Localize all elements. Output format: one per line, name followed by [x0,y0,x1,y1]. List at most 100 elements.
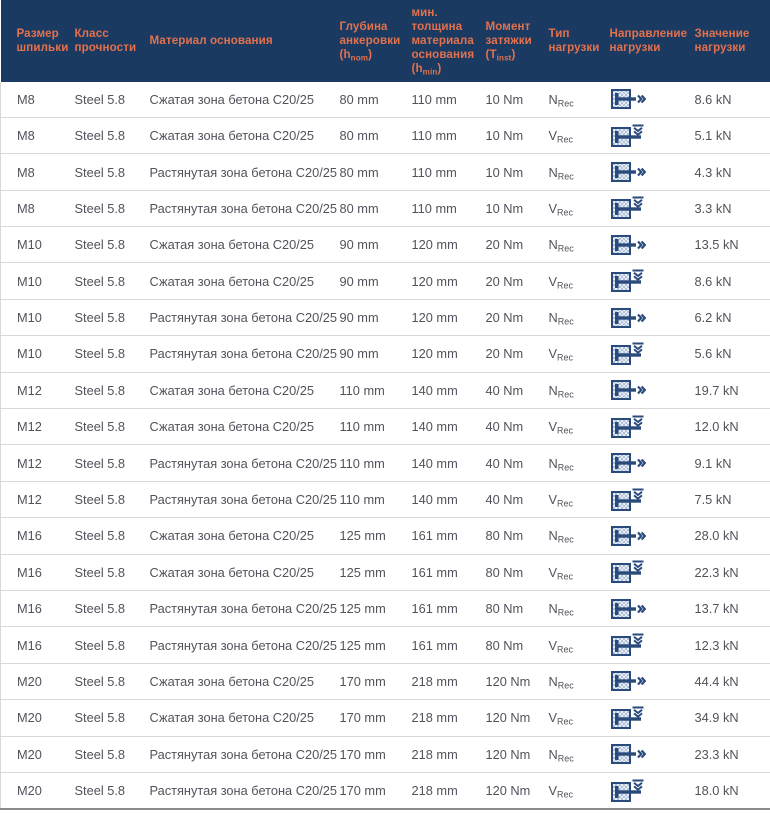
cell-strength-class: Steel 5.8 [58,299,134,337]
cell-torque: 120 Nm [469,699,533,737]
cell-load-type: NRec [532,153,594,191]
cell-min-thickness: 140 mm [395,408,470,446]
cell-min-thickness: 140 mm [395,444,470,482]
shear-load-icon [610,269,646,293]
cell-strength-class: Steel 5.8 [58,772,134,811]
cell-load-value: 22.3 kN [678,554,770,592]
cell-load-direction [593,481,679,519]
cell-anchor-depth: 80 mm [323,190,396,228]
cell-load-direction [593,699,679,737]
cell-strength-class: Steel 5.8 [58,590,134,628]
column-header-load-value: Значение нагрузки [678,0,770,82]
header-row: Размер шпильки Класс прочности Материал ос… [0,0,770,82]
cell-load-type: VRec [532,262,594,300]
table-row: M8 Steel 5.8 Растянутая зона бетона C20/25… [0,190,770,228]
cell-torque: 120 Nm [469,772,533,811]
cell-strength-class: Steel 5.8 [58,517,134,555]
tension-load-icon [610,378,646,402]
cell-size: M12 [0,444,59,482]
cell-torque: 20 Nm [469,335,533,373]
cell-load-type: NRec [532,444,594,482]
cell-min-thickness: 110 mm [395,190,470,228]
shear-load-icon [610,706,646,730]
cell-torque: 40 Nm [469,444,533,482]
cell-torque: 120 Nm [469,736,533,773]
cell-anchor-depth: 90 mm [323,335,396,373]
cell-size: M16 [0,554,59,592]
cell-strength-class: Steel 5.8 [58,81,134,118]
shear-load-icon [610,342,646,366]
cell-load-direction [593,590,679,628]
cell-load-value: 9.1 kN [678,444,770,482]
table-row: M16 Steel 5.8 Сжатая зона бетона C20/25 125… [0,517,770,555]
cell-base-material: Растянутая зона бетона C20/25 [133,335,337,373]
table-row: M12 Steel 5.8 Сжатая зона бетона C20/25 110… [0,408,770,446]
cell-load-value: 34.9 kN [678,699,770,737]
cell-size: M12 [0,408,59,446]
cell-min-thickness: 120 mm [395,299,470,337]
table-row: M12 Steel 5.8 Растянутая зона бетона C20/2… [0,481,770,519]
cell-load-direction [593,736,679,773]
table-row: M20 Steel 5.8 Растянутая зона бетона C20/2… [0,736,770,773]
cell-load-value: 5.6 kN [678,335,770,373]
cell-load-value: 3.3 kN [678,190,770,228]
cell-min-thickness: 110 mm [395,81,470,118]
cell-min-thickness: 218 mm [395,663,470,701]
cell-torque: 40 Nm [469,372,533,410]
cell-size: M8 [0,117,59,155]
cell-base-material: Сжатая зона бетона C20/25 [133,262,324,300]
cell-load-type: VRec [532,626,594,664]
cell-load-value: 5.1 kN [678,117,770,155]
column-header-load-type: Тип нагрузки [532,0,599,82]
table-header: Размер шпильки Класс прочности Материал ос… [0,0,770,82]
cell-size: M10 [0,335,59,373]
cell-torque: 10 Nm [469,153,533,191]
cell-strength-class: Steel 5.8 [58,663,134,701]
cell-load-direction [593,226,679,264]
tension-load-icon [610,669,646,693]
table-row: M10 Steel 5.8 Сжатая зона бетона C20/25 90 … [0,262,770,300]
tension-load-icon [610,87,646,111]
column-header-load-direction: Направление нагрузки [593,0,687,82]
cell-min-thickness: 140 mm [395,372,470,410]
cell-anchor-depth: 170 mm [323,772,396,811]
cell-anchor-depth: 170 mm [323,663,396,701]
cell-load-value: 8.6 kN [678,262,770,300]
tension-load-icon [610,742,646,766]
cell-strength-class: Steel 5.8 [58,262,134,300]
cell-anchor-depth: 125 mm [323,590,396,628]
cell-load-type: VRec [532,335,594,373]
cell-min-thickness: 218 mm [395,699,470,737]
column-header-torque: Момент затяжки (Tinst) [469,0,533,82]
table-row: M16 Steel 5.8 Сжатая зона бетона C20/25 125… [0,554,770,592]
cell-base-material: Сжатая зона бетона C20/25 [133,372,324,410]
cell-torque: 80 Nm [469,517,533,555]
cell-load-value: 18.0 kN [678,772,770,811]
cell-min-thickness: 218 mm [395,772,470,811]
cell-load-direction [593,153,679,191]
column-header-material: Материал основания [133,0,324,82]
cell-min-thickness: 120 mm [395,262,470,300]
cell-base-material: Растянутая зона бетона C20/25 [133,736,337,773]
cell-torque: 10 Nm [469,117,533,155]
cell-load-type: VRec [532,554,594,592]
cell-torque: 20 Nm [469,262,533,300]
cell-strength-class: Steel 5.8 [58,335,134,373]
cell-load-direction [593,663,679,701]
shear-load-icon [610,560,646,584]
cell-load-direction [593,335,679,373]
cell-base-material: Сжатая зона бетона C20/25 [133,117,324,155]
cell-strength-class: Steel 5.8 [58,226,134,264]
cell-load-direction [593,299,679,337]
column-header-anchor-depth: Глубина анкеровки (hnom) [323,0,400,82]
table-row: M8 Steel 5.8 Сжатая зона бетона C20/25 80 m… [0,81,770,118]
table-row: M16 Steel 5.8 Растянутая зона бетона C20/2… [0,590,770,628]
cell-size: M10 [0,226,59,264]
cell-size: M12 [0,481,59,519]
cell-strength-class: Steel 5.8 [58,554,134,592]
cell-anchor-depth: 110 mm [323,372,396,410]
cell-load-value: 6.2 kN [678,299,770,337]
cell-load-type: NRec [532,299,594,337]
cell-strength-class: Steel 5.8 [58,190,134,228]
table-row: M8 Steel 5.8 Растянутая зона бетона C20/25… [0,153,770,191]
